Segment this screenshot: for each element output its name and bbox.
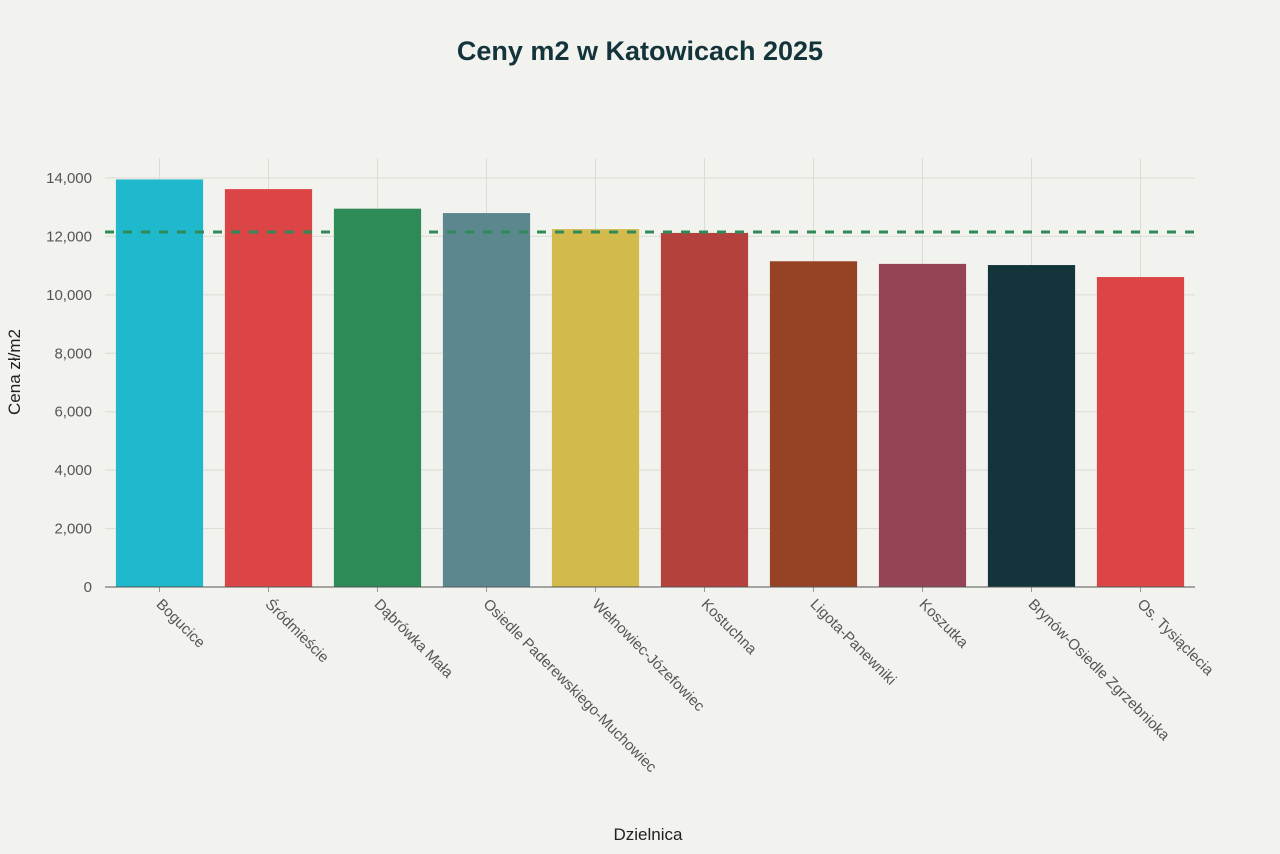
x-tick-label: Ligota-Panewniki [807, 596, 900, 689]
bar[interactable] [878, 263, 967, 587]
y-axis-ticks: 0 2,000 4,000 6,000 8,000 10,000 12,000 14,000 [46, 170, 92, 596]
y-tick-label: 6,000 [54, 404, 92, 421]
x-tick-label: Wełnowiec-Józefowiec [589, 596, 708, 715]
x-tick-label: Koszutka [916, 596, 972, 652]
bar[interactable] [1096, 277, 1185, 587]
bar[interactable] [115, 179, 204, 588]
y-tick-label: 4,000 [54, 462, 92, 479]
bar[interactable] [987, 265, 1076, 587]
bar[interactable] [551, 229, 640, 587]
y-axis-title: Cena zł/m2 [5, 329, 24, 415]
y-tick-label: 10,000 [46, 287, 92, 304]
chart-title: Ceny m2 w Katowicach 2025 [456, 36, 824, 66]
y-tick-label: 2,000 [54, 521, 92, 538]
bar[interactable] [769, 261, 858, 587]
x-tick-label: Bogucice [153, 596, 209, 652]
bar[interactable] [333, 208, 422, 588]
y-tick-label: 8,000 [54, 345, 92, 362]
x-tick-label: Osiedle Paderewskiego-Muchowiec [480, 596, 660, 776]
x-tick-label: Kostuchna [698, 596, 761, 659]
y-tick-label: 12,000 [46, 228, 92, 245]
x-tick-label: Śródmieście [262, 595, 333, 666]
x-tick-label: Os. Tysiąclecia [1134, 596, 1218, 680]
y-tick-label: 14,000 [46, 170, 92, 187]
x-axis-title: Dzielnica [614, 825, 684, 844]
y-tick-label: 0 [84, 579, 92, 596]
bar[interactable] [224, 189, 313, 587]
x-axis-ticks: Bogucice Śródmieście Dąbrówka Mała Osiedle … [153, 587, 1218, 776]
bar[interactable] [442, 213, 531, 588]
bars [115, 179, 1185, 588]
x-tick-label: Dąbrówka Mała [371, 596, 457, 682]
bar[interactable] [660, 232, 749, 587]
